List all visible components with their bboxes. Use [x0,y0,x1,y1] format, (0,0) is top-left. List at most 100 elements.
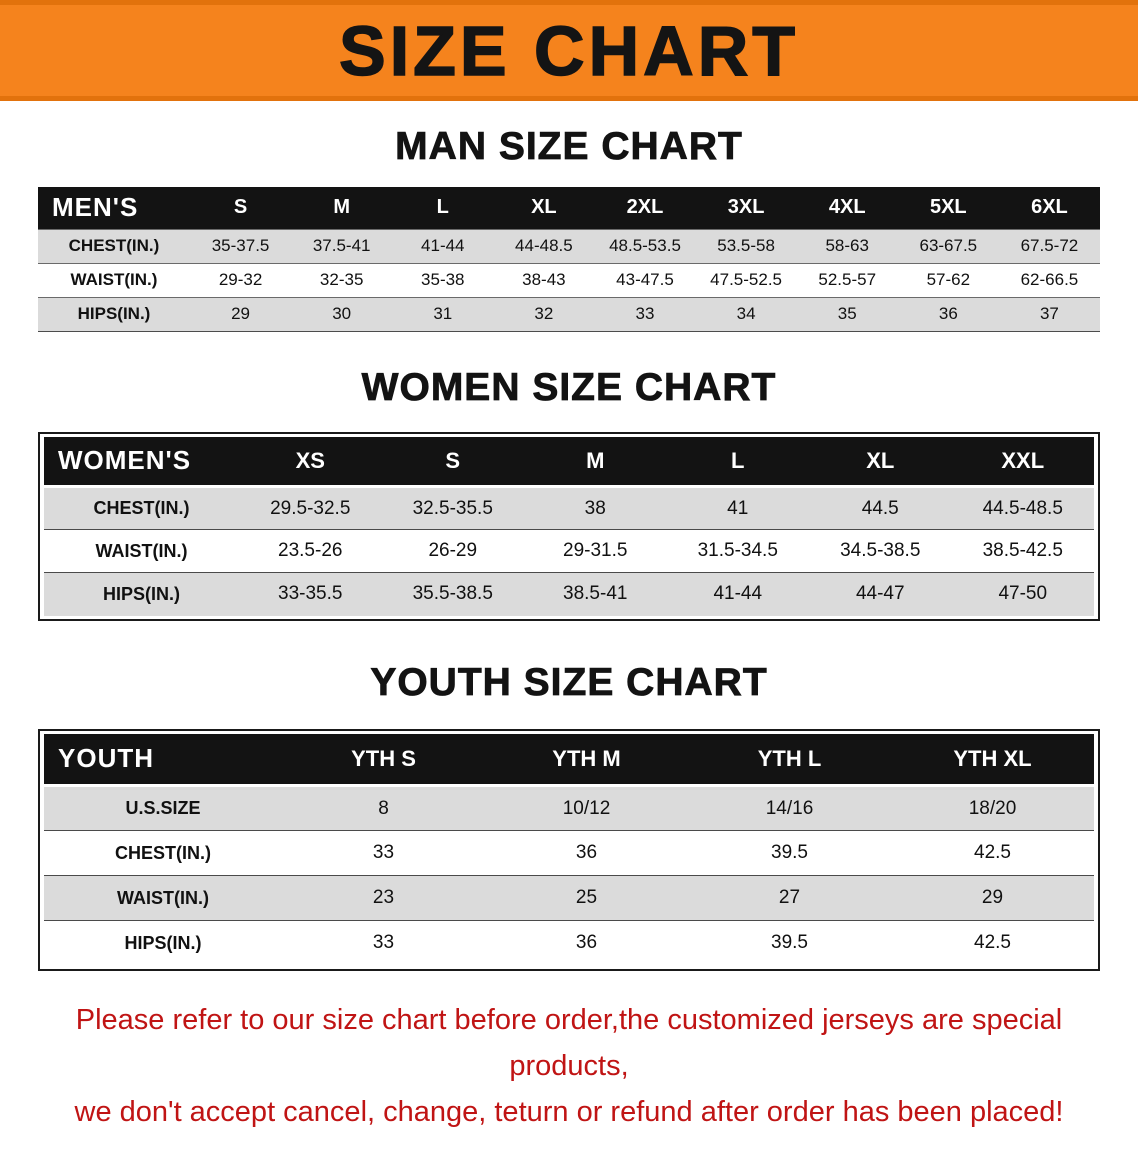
size-column-header: YTH S [282,733,485,787]
size-column-header: 5XL [929,196,967,219]
size-value-cell: 23.5-26 [278,540,343,561]
size-value-cell: 27 [778,887,801,908]
size-value-cell: 23 [372,887,395,908]
size-value-cell: 34 [736,304,756,323]
table-header-row: YOUTH YTH S YTH M YTH L YTH XL [44,733,1094,787]
measurement-row-label: CHEST(IN.) [68,236,160,255]
size-value-cell: 41-44 [421,236,465,255]
size-value-cell: 32-35 [319,270,364,289]
size-column-header: S [233,196,248,219]
table-corner-label: WOMEN'S [44,436,239,488]
youth-table-wrap: YOUTH YTH S YTH M YTH L YTH XL U.S.SIZE 8 10/12… [38,728,1100,971]
disclaimer-line-2: we don't accept cancel, change, teturn o… [74,1096,1064,1129]
size-column-header: YTH XL [891,733,1094,787]
size-value-cell: 44-48.5 [515,236,573,255]
size-column-header: XL [809,436,952,488]
size-column-header: XL [531,196,557,219]
youth-size-table: YOUTH YTH S YTH M YTH L YTH XL U.S.SIZE 8 10/12… [44,733,1094,966]
table-row: WAIST(IN.) 23 25 27 29 [44,875,1094,921]
size-value-cell: 41-44 [713,583,763,605]
size-column-header: YTH M [485,733,688,787]
table-corner-label: YOUTH [44,733,282,787]
size-value-cell: 58-63 [825,236,869,255]
size-value-cell: 44.5 [861,497,899,519]
men-section-heading: MAN SIZE CHART [395,125,743,169]
size-column-header: 6XL [1031,196,1068,219]
size-value-cell: 32 [534,304,554,323]
table-row: CHEST(IN.) 33 36 39.5 42.5 [44,830,1094,876]
size-column-header: M [524,436,667,488]
size-value-cell: 35-38 [421,270,465,289]
table-row: CHEST(IN.) 29.5-32.5 32.5-35.5 38 41 44.5 44.5… [44,486,1094,530]
size-value-cell: 42.5 [974,842,1011,863]
size-value-cell: 31 [433,304,453,323]
size-column-header: 2XL [626,196,664,219]
men-table-wrap: MEN'S S M L XL 2XL 3XL 4XL 5XL 6XL CHEST(IN.) 35-37… [38,187,1100,332]
size-value-cell: 32.5-35.5 [412,497,493,519]
measurement-row-label: WAIST(IN.) [117,887,209,908]
men-size-section: MAN SIZE CHART MEN'S S M L XL 2XL 3XL 4XL 5XL 6XL… [0,125,1138,332]
size-value-cell: 34.5-38.5 [840,540,921,561]
measurement-row-label: CHEST(IN.) [93,498,190,518]
size-value-cell: 35 [837,304,857,323]
size-value-cell: 10/12 [562,797,611,819]
women-section-heading: WOMEN SIZE CHART [361,365,777,409]
table-header-row: MEN'S S M L XL 2XL 3XL 4XL 5XL 6XL [38,187,1100,229]
women-table-wrap: WOMEN'S XS S M L XL XXL CHEST(IN.) 29.5-32.5 32.5… [38,431,1100,621]
table-corner-label: MEN'S [52,192,139,223]
size-value-cell: 30 [332,304,352,323]
size-value-cell: 37.5-41 [312,236,371,255]
size-value-cell: 29 [981,887,1004,908]
size-value-cell: 26-29 [428,540,478,561]
size-value-cell: 41 [727,497,749,519]
measurement-row-label: U.S.SIZE [125,798,201,818]
size-column-header: YTH L [688,733,891,787]
size-column-header: 4XL [828,196,866,219]
size-value-cell: 36 [938,304,958,323]
size-value-cell: 38.5-41 [563,583,628,605]
size-value-cell: 36 [575,932,598,954]
size-value-cell: 42.5 [974,932,1011,954]
measurement-row-label: WAIST(IN.) [70,270,158,289]
table-row: CHEST(IN.) 35-37.5 37.5-41 41-44 44-48.5 48.5… [38,229,1100,263]
size-value-cell: 31.5-34.5 [697,540,778,561]
size-value-cell: 29.5-32.5 [270,497,351,519]
size-value-cell: 67.5-72 [1020,236,1079,255]
youth-section-heading: YOUTH SIZE CHART [370,660,768,704]
size-value-cell: 44-47 [855,583,905,605]
size-value-cell: 29 [231,304,251,323]
size-value-cell: 29-31.5 [563,540,628,561]
table-row: WAIST(IN.) 29-32 32-35 35-38 38-43 43-47.5 47.… [38,263,1100,297]
size-value-cell: 18/20 [968,797,1017,819]
size-value-cell: 38 [584,497,606,519]
size-value-cell: 38.5-42.5 [982,540,1063,561]
size-value-cell: 29-32 [218,270,263,289]
measurement-row-label: HIPS(IN.) [124,932,202,953]
size-value-cell: 35.5-38.5 [412,583,493,605]
size-value-cell: 63-67.5 [919,236,978,255]
measurement-row-label: HIPS(IN.) [77,304,151,323]
disclaimer: Please refer to our size chart before or… [18,997,1120,1136]
size-column-header: 3XL [727,196,765,219]
table-row: HIPS(IN.) 33-35.5 35.5-38.5 38.5-41 41-44 44-… [44,572,1094,616]
size-value-cell: 36 [575,842,598,863]
size-value-cell: 47.5-52.5 [710,270,783,289]
size-value-cell: 37 [1039,304,1059,323]
table-row: HIPS(IN.) 29 30 31 32 33 34 35 36 37 [38,297,1100,331]
table-row: WAIST(IN.) 23.5-26 26-29 29-31.5 31.5-34.5 34… [44,529,1094,573]
measurement-row-label: HIPS(IN.) [102,583,180,604]
size-column-header: L [666,436,809,488]
size-value-cell: 8 [378,797,389,819]
size-value-cell: 33-35.5 [278,583,343,605]
women-size-section: WOMEN SIZE CHART WOMEN'S XS S M L XL XXL CHEST(… [0,365,1138,621]
men-size-table: MEN'S S M L XL 2XL 3XL 4XL 5XL 6XL CHEST(IN.) 35-37… [38,187,1100,332]
disclaimer-line-1: Please refer to our size chart before or… [75,1003,1063,1082]
size-value-cell: 44.5-48.5 [982,497,1063,519]
size-value-cell: 62-66.5 [1020,270,1079,289]
page-title: SIZE CHART [338,11,799,91]
measurement-row-label: CHEST(IN.) [115,842,211,863]
table-header-row: WOMEN'S XS S M L XL XXL [44,436,1094,488]
size-value-cell: 33 [372,842,395,863]
size-column-header: M [333,196,350,219]
